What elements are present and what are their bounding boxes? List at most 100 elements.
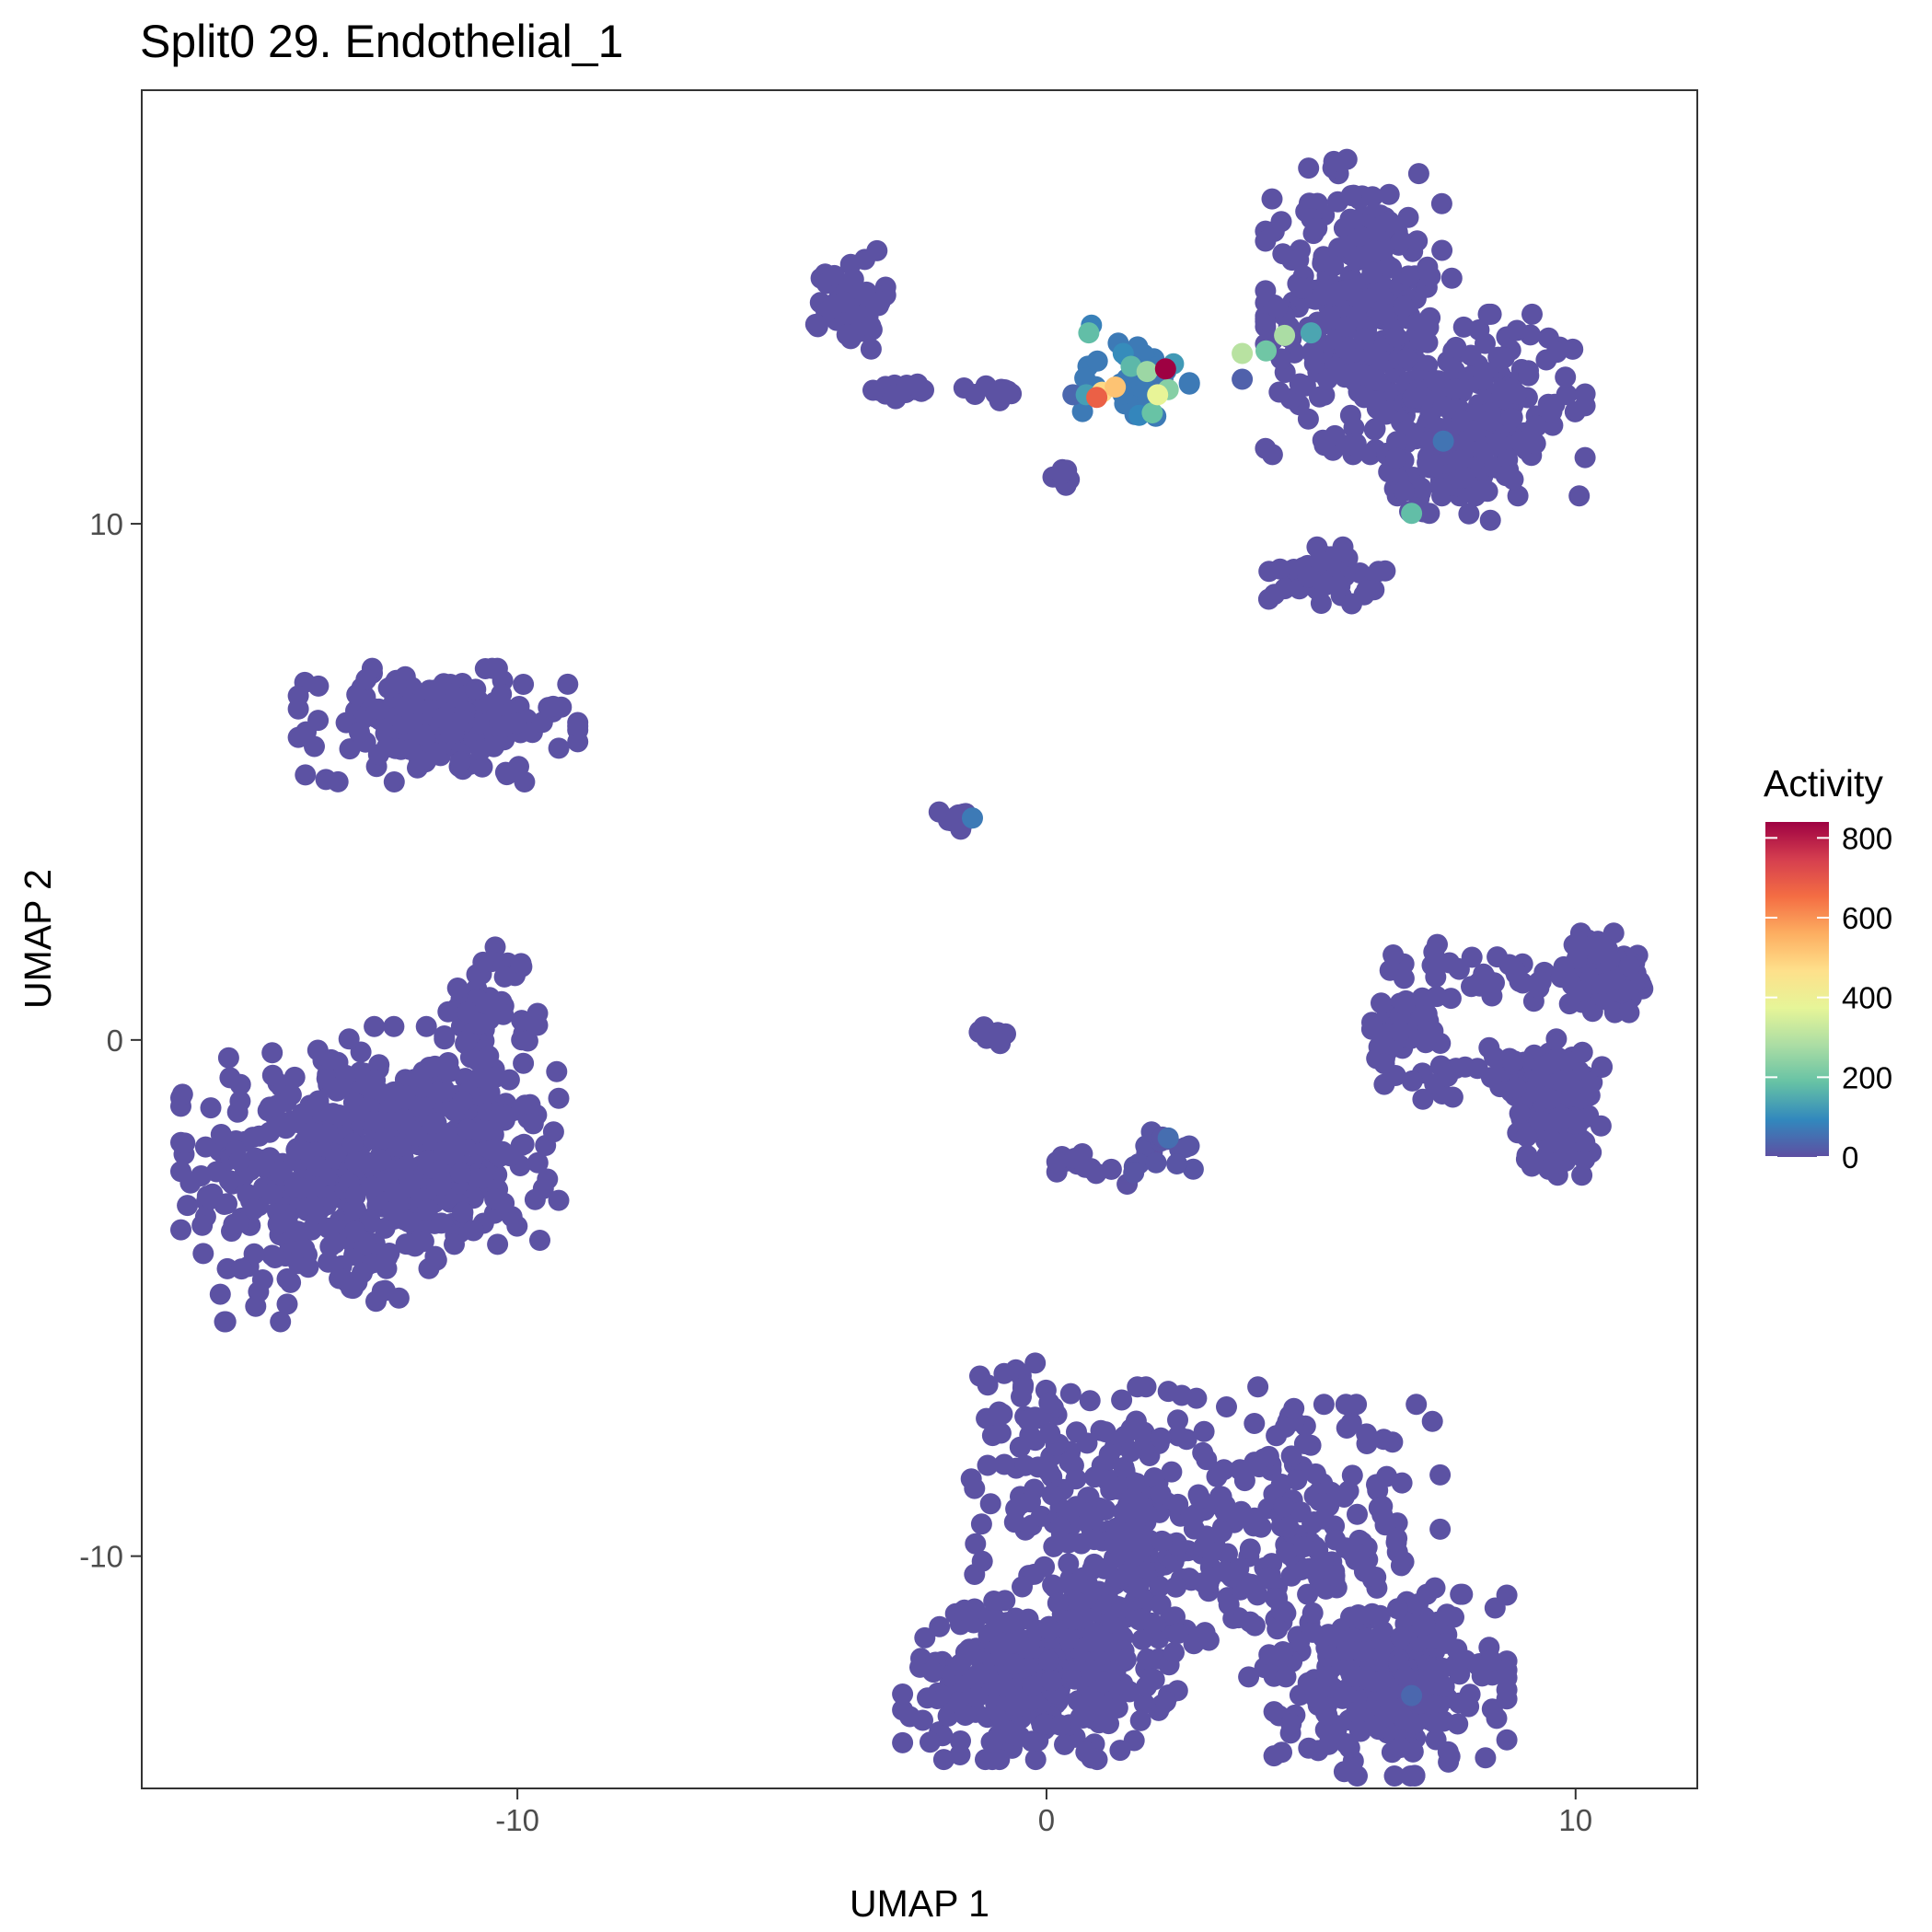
cell-point [508,756,529,778]
cell-point [513,674,535,695]
cell-point [511,1010,533,1032]
highlight-point [1274,324,1296,346]
cell-point [896,375,918,396]
cell-point [1410,477,1432,499]
cell-point [1433,1675,1455,1697]
cell-point [1150,1593,1172,1615]
cell-point [860,315,882,337]
cell-point [1452,1583,1474,1605]
highlight-point [1300,322,1322,344]
cell-point [971,1550,993,1572]
cell-point [302,1195,324,1217]
cell-point [341,1132,364,1154]
cell-point [510,953,532,975]
cell-point [557,673,579,695]
cell-point [444,1233,465,1255]
cell-point [399,1233,421,1255]
cell-point [1289,373,1311,395]
cell-point [1495,465,1517,487]
cell-point [1109,1740,1131,1762]
cell-point [960,1468,982,1490]
cell-point [1537,327,1559,349]
cell-point [1484,1597,1506,1619]
cell-point [469,1012,491,1035]
cell-point [1379,211,1400,233]
cell-point [1049,1516,1071,1538]
cell-point [1278,1516,1300,1538]
cell-point [1393,967,1415,989]
cell-point [920,1731,941,1753]
cell-point [329,1267,351,1290]
cell-point [1389,1737,1411,1759]
cell-point [1038,1392,1060,1414]
cell-point [388,1287,410,1309]
cell-point [1461,946,1483,968]
cell-point [1444,378,1466,400]
y-tick-label: 0 [107,1024,123,1058]
cell-point [1165,1576,1186,1598]
cell-point [1374,1706,1396,1728]
cell-point [471,756,493,778]
cell-point [1475,1747,1497,1769]
cell-point [1374,303,1396,325]
cell-point [1423,369,1445,391]
cell-point [384,1182,406,1204]
cell-point [1086,350,1108,372]
highlight-point [1086,387,1108,409]
cell-point [1418,503,1440,525]
cell-point [1448,1692,1470,1714]
cell-point [1083,1529,1105,1551]
cell-point [1390,1626,1412,1649]
cell-point [355,668,377,690]
cell-point [1316,1665,1338,1687]
cell-point [1113,1456,1135,1478]
cell-point [1604,969,1626,990]
cell-point [506,1215,528,1237]
cell-point [1571,1164,1593,1186]
cell-point [1239,1538,1261,1560]
cell-point [472,1167,494,1189]
cell-point [1365,369,1386,391]
cell-point [1209,1486,1232,1508]
cell-point [1246,1584,1268,1606]
cell-point [1141,1612,1163,1634]
cell-point [965,1533,987,1555]
y-axis-label: UMAP 2 [17,869,59,1009]
cell-point [253,1152,275,1174]
cell-point [516,1030,538,1052]
cell-point [289,1177,311,1199]
cell-point [1075,1741,1097,1764]
cell-point [989,1749,1011,1771]
cell-point [1312,283,1334,306]
cell-point [1406,1394,1428,1416]
cell-point [970,1513,992,1535]
cell-point [1497,449,1519,470]
cell-point [210,1124,232,1145]
cell-point [469,739,492,761]
cell-point [1258,1644,1280,1666]
cell-point [446,978,469,999]
cell-point [1167,1425,1189,1447]
cell-point [1027,1456,1049,1478]
cell-point [546,1060,568,1082]
cell-point [1018,1637,1040,1660]
cell-point [174,1132,196,1154]
cell-point [1106,1697,1128,1718]
cell-point [1038,1649,1060,1672]
x-axis-ticks: -10 0 10 [495,1788,1592,1837]
cell-point [1454,467,1476,489]
cell-point [1368,1036,1390,1058]
cell-point [1270,211,1292,233]
cell-point [1291,277,1313,299]
cell-point [1479,509,1501,531]
cell-point [1229,1459,1251,1481]
cell-point [1618,1001,1640,1024]
legend-ticks: 0 200 400 600 800 [1765,821,1892,1174]
cell-point [1167,1409,1188,1431]
cell-point [1163,1641,1185,1663]
cell-point [1383,1765,1406,1787]
cell-point [317,1123,339,1144]
cell-point [1316,368,1338,390]
cell-point [1174,1137,1197,1159]
cell-point [1436,1603,1458,1625]
